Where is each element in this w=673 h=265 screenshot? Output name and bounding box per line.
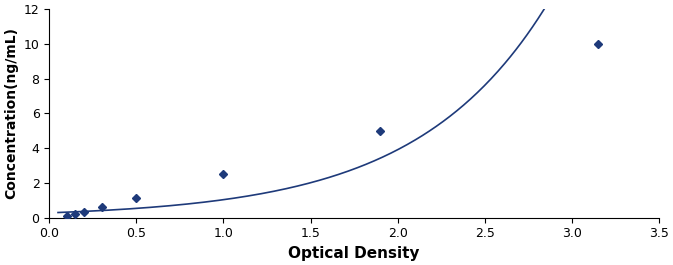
Y-axis label: Concentration(ng/mL): Concentration(ng/mL): [4, 27, 18, 199]
X-axis label: Optical Density: Optical Density: [288, 246, 420, 261]
